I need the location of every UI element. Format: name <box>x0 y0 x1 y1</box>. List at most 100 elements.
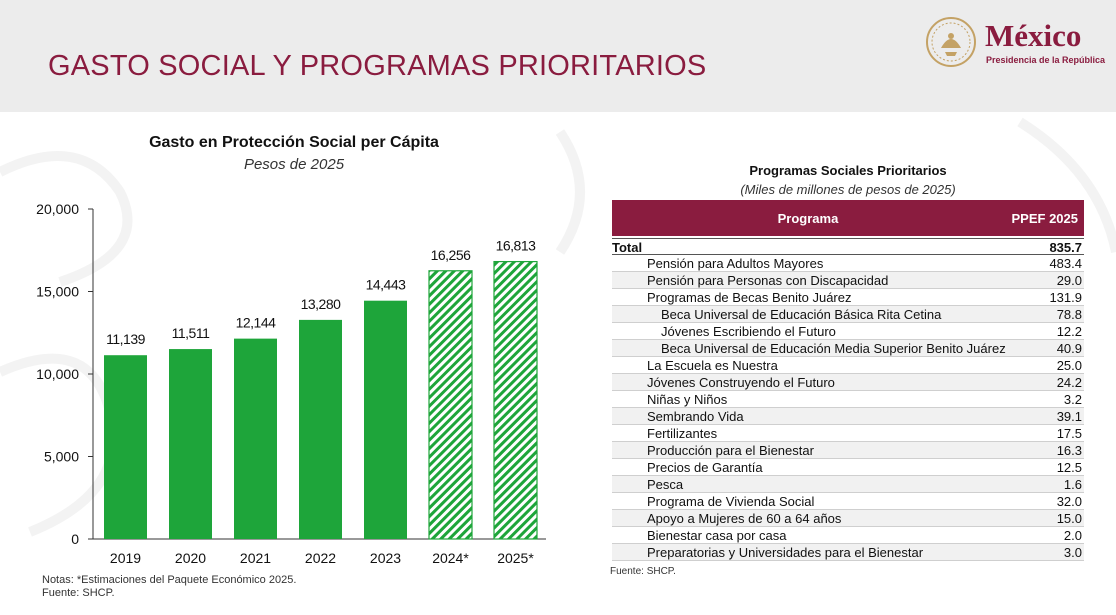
bar <box>104 355 147 539</box>
row-value: 1.6 <box>1063 477 1082 492</box>
row-value: 16.3 <box>1056 443 1082 458</box>
table-row-total: Total 835.7 <box>612 238 1084 255</box>
row-label: La Escuela es Nuestra <box>647 358 778 373</box>
x-tick-label: 2019 <box>110 550 141 566</box>
mexico-logo: México Presidencia de la República <box>925 16 1105 72</box>
table-row: Beca Universal de Educación Básica Rita … <box>612 306 1084 323</box>
table-row: Beca Universal de Educación Media Superi… <box>612 340 1084 357</box>
row-value: 12.2 <box>1056 324 1082 339</box>
table-row: Pensión para Adultos Mayores 483.4 <box>612 255 1084 272</box>
chart-subtitle: Pesos de 2025 <box>243 156 345 173</box>
row-label: Pesca <box>647 477 684 492</box>
x-tick-label: 2024* <box>432 550 469 566</box>
table-body: Total 835.7 Pensión para Adultos Mayores 48… <box>612 238 1084 561</box>
row-value: 78.8 <box>1056 307 1082 322</box>
row-value: 24.2 <box>1056 375 1082 390</box>
row-label: Fertilizantes <box>647 426 718 441</box>
row-label: Pensión para Adultos Mayores <box>647 256 824 271</box>
row-label: Jóvenes Escribiendo el Futuro <box>661 324 836 339</box>
header-band: GASTO SOCIAL Y PROGRAMAS PRIORITARIOS Mé… <box>0 0 1116 112</box>
row-label: Programa de Vivienda Social <box>647 494 815 509</box>
table-row: Preparatorias y Universidades para el Bi… <box>612 544 1084 561</box>
row-label: Beca Universal de Educación Media Superi… <box>661 341 1006 356</box>
row-label: Apoyo a Mujeres de 60 a 64 años <box>647 511 842 526</box>
chart-source-text: Fuente: SHCP. <box>42 587 115 599</box>
bar <box>299 319 342 539</box>
table-row: Precios de Garantía 12.5 <box>612 459 1084 476</box>
row-label: Pensión para Personas con Discapacidad <box>647 273 889 288</box>
table-row: Bienestar casa por casa 2.0 <box>612 527 1084 544</box>
row-label: Precios de Garantía <box>647 460 763 475</box>
bar-value-label: 12,144 <box>236 315 277 331</box>
row-label: Bienestar casa por casa <box>647 528 787 543</box>
chart-notes: Notas: *Estimaciones del Paquete Económi… <box>42 574 296 600</box>
row-label: Total <box>612 240 643 255</box>
programs-table: Programa PPEF 2025 Total 835.7 Pensión par… <box>612 200 1084 561</box>
row-value: 131.9 <box>1049 290 1082 305</box>
column-header-ppef: PPEF 2025 <box>1011 211 1079 226</box>
row-value: 25.0 <box>1056 358 1082 373</box>
row-label: Niñas y Niños <box>647 392 728 407</box>
table-row: Pesca 1.6 <box>612 476 1084 493</box>
y-tick-label: 20,000 <box>36 201 79 217</box>
row-label: Jóvenes Construyendo el Futuro <box>647 375 835 390</box>
row-value: 29.0 <box>1056 273 1082 288</box>
row-value: 2.0 <box>1063 528 1082 543</box>
table-row: Jóvenes Construyendo el Futuro 24.2 <box>612 374 1084 391</box>
page-title: GASTO SOCIAL Y PROGRAMAS PRIORITARIOS <box>48 50 707 82</box>
per-capita-bar-chart: 0 5,000 10,000 15,000 20,000 11,139 2019 11,511… <box>36 201 546 566</box>
column-header-program: Programa <box>777 211 839 226</box>
coat-of-arms-icon <box>926 17 976 67</box>
row-value: 3.0 <box>1063 545 1082 560</box>
y-tick-label: 5,000 <box>44 449 79 465</box>
y-tick-label: 10,000 <box>36 366 79 382</box>
row-value: 40.9 <box>1056 341 1082 356</box>
row-value: 12.5 <box>1056 460 1082 475</box>
row-label: Programas de Becas Benito Juárez <box>647 290 852 305</box>
row-value: 39.1 <box>1056 409 1082 424</box>
logo-subtitle: Presidencia de la República <box>986 55 1106 65</box>
table-row: Fertilizantes 17.5 <box>612 425 1084 442</box>
table-row: Niñas y Niños 3.2 <box>612 391 1084 408</box>
row-value: 3.2 <box>1063 392 1082 407</box>
row-value: 15.0 <box>1056 511 1082 526</box>
x-tick-label: 2023 <box>370 550 401 566</box>
bar <box>364 300 407 539</box>
table-row: Programas de Becas Benito Juárez 131.9 <box>612 289 1084 306</box>
table-row: Pensión para Personas con Discapacidad 29… <box>612 272 1084 289</box>
table-row: Sembrando Vida 39.1 <box>612 408 1084 425</box>
row-value: 835.7 <box>1049 240 1082 255</box>
x-tick-label: 2021 <box>240 550 271 566</box>
table-row: Apoyo a Mujeres de 60 a 64 años 15.0 <box>612 510 1084 527</box>
table-source: Fuente: SHCP. <box>610 566 676 577</box>
table-row: Programa de Vivienda Social 32.0 <box>612 493 1084 510</box>
bar-value-label: 11,139 <box>106 331 145 347</box>
row-label: Preparatorias y Universidades para el Bi… <box>647 545 924 560</box>
bar-value-label: 16,813 <box>496 238 537 254</box>
bar-value-label: 14,443 <box>366 277 407 293</box>
x-tick-label: 2020 <box>175 550 206 566</box>
chart-title: Gasto en Protección Social per Cápita <box>149 134 439 151</box>
logo-wordmark: México <box>985 18 1082 53</box>
row-label: Producción para el Bienestar <box>647 443 814 458</box>
table-title: Programas Sociales Prioritarios <box>749 163 947 178</box>
bar-value-label: 16,256 <box>431 247 472 263</box>
y-tick-label: 0 <box>71 531 79 547</box>
table-header: Programa PPEF 2025 <box>612 200 1084 236</box>
chart-notes-text: Notas: *Estimaciones del Paquete Económi… <box>42 574 297 586</box>
table-row: Producción para el Bienestar 16.3 <box>612 442 1084 459</box>
row-value: 483.4 <box>1049 256 1082 271</box>
bar <box>234 338 277 539</box>
row-label: Beca Universal de Educación Básica Rita … <box>661 307 942 322</box>
table-row: La Escuela es Nuestra 25.0 <box>612 357 1084 374</box>
y-tick-label: 15,000 <box>36 284 79 300</box>
x-tick-label: 2022 <box>305 550 336 566</box>
bar-value-label: 11,511 <box>172 325 210 341</box>
table-subtitle: (Miles de millones de pesos de 2025) <box>740 182 956 197</box>
table-row: Jóvenes Escribiendo el Futuro 12.2 <box>612 323 1084 340</box>
bar <box>493 260 538 540</box>
bar <box>169 349 212 539</box>
x-tick-label: 2025* <box>497 550 534 566</box>
row-label: Sembrando Vida <box>647 409 744 424</box>
bar-value-label: 13,280 <box>301 296 342 312</box>
